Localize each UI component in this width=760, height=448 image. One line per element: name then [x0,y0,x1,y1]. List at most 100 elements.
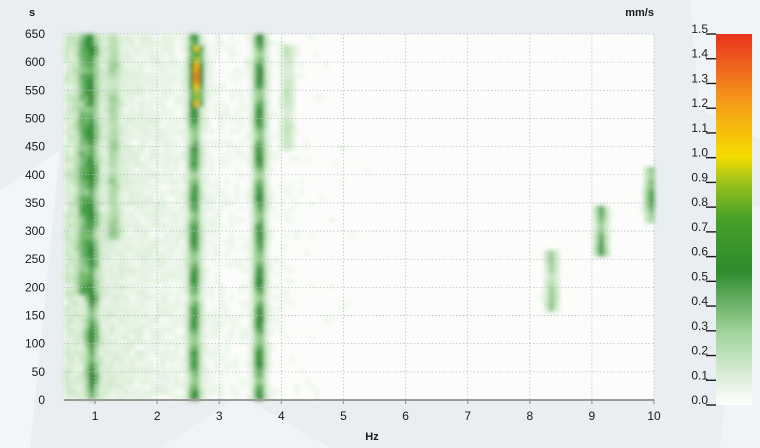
heatmap-cell [194,67,200,74]
heatmap-cell [129,56,135,63]
heatmap-cell [264,261,270,268]
heatmap-cell [129,266,135,274]
heatmap-cell [104,278,110,285]
heatmap-cell [254,377,260,384]
heatmap-cell [84,189,90,196]
heatmap-cell [139,139,145,146]
heatmap-cell [179,78,185,85]
heatmap-cell [124,178,130,185]
heatmap-cell [99,366,105,373]
heatmap-cell [159,333,165,340]
heatmap-cell [269,200,275,207]
heatmap-cell [159,100,165,107]
heatmap-cell [149,211,155,218]
heatmap-cell [124,111,130,118]
heatmap-cell [254,161,260,168]
heatmap-cell [129,316,135,323]
heatmap-cell [144,388,150,396]
heatmap-cell [94,261,100,268]
heatmap-cell [69,83,75,91]
heatmap-cell [249,294,255,301]
heatmap-cell [134,217,140,224]
heatmap-cell [99,244,105,251]
heatmap-cell [149,294,155,301]
heatmap-cell [264,377,270,384]
heatmap-cell [114,161,120,168]
heatmap-cell [124,150,130,157]
heatmap-cell [194,344,200,351]
heatmap-cell [159,45,165,52]
heatmap-cell [84,372,90,379]
heatmap-cell [114,34,120,41]
heatmap-cell [164,244,170,251]
heatmap-cell [199,272,205,279]
heatmap-cell [114,344,120,351]
heatmap-cell [169,217,175,224]
heatmap-cell [269,311,275,318]
heatmap-cell [229,233,235,240]
heatmap-cell [79,322,85,329]
heatmap-cell [99,95,105,102]
heatmap-cell [254,239,260,246]
heatmap-cell [104,211,110,218]
heatmap-cell [134,89,140,96]
heatmap-cell [164,366,170,373]
heatmap-cell [159,294,165,301]
heatmap-cell [194,156,200,163]
heatmap-cell [289,78,295,85]
heatmap-cell [109,34,115,41]
heatmap-cell [144,261,150,268]
heatmap-cell [194,50,200,57]
heatmap-cell [149,67,155,74]
heatmap-cell [189,294,195,301]
heatmap-cell [609,228,615,235]
heatmap-cell [549,289,555,296]
heatmap-cell [289,61,295,68]
heatmap-cell [64,178,70,185]
heatmap-cell [184,283,190,290]
heatmap-cell [124,139,130,146]
heatmap-cell [139,39,145,46]
heatmap-cell [99,305,105,312]
heatmap-cell [184,117,190,124]
heatmap-cell [84,106,90,113]
heatmap-cell [639,189,645,196]
heatmap-cell [69,239,75,246]
heatmap-cell [74,250,80,257]
heatmap-cell [249,217,255,224]
heatmap-cell [69,172,75,179]
heatmap-cell [89,250,95,257]
heatmap-cell [254,217,260,224]
heatmap-cell [99,361,105,368]
heatmap-cell [259,61,265,68]
heatmap-cell [104,150,110,157]
heatmap-cell [79,222,85,229]
heatmap-cell [79,56,85,63]
heatmap-cell [139,78,145,85]
heatmap-cell [89,211,95,218]
heatmap-cell [224,311,230,318]
heatmap-cell [69,316,75,323]
colorbar-tick-label: 0.2 [691,344,708,358]
heatmap-cell [254,128,260,135]
heatmap-cell [89,139,95,146]
heatmap-cell [64,388,70,396]
heatmap-cell [94,150,100,157]
heatmap-cell [184,305,190,312]
heatmap-cell [159,205,165,213]
heatmap-cell [99,106,105,113]
heatmap-cell [164,327,170,335]
heatmap-cell [269,189,275,196]
heatmap-cell [114,200,120,207]
heatmap-cell [594,239,600,246]
heatmap-cell [124,56,130,63]
heatmap-cell [144,89,150,96]
heatmap-cell [149,322,155,329]
heatmap-cell [119,244,125,251]
heatmap-cell [89,189,95,196]
heatmap-cell [114,266,120,274]
heatmap-cell [89,78,95,85]
heatmap-cell [129,339,135,346]
heatmap-cell [74,95,80,102]
heatmap-cell [174,72,180,79]
